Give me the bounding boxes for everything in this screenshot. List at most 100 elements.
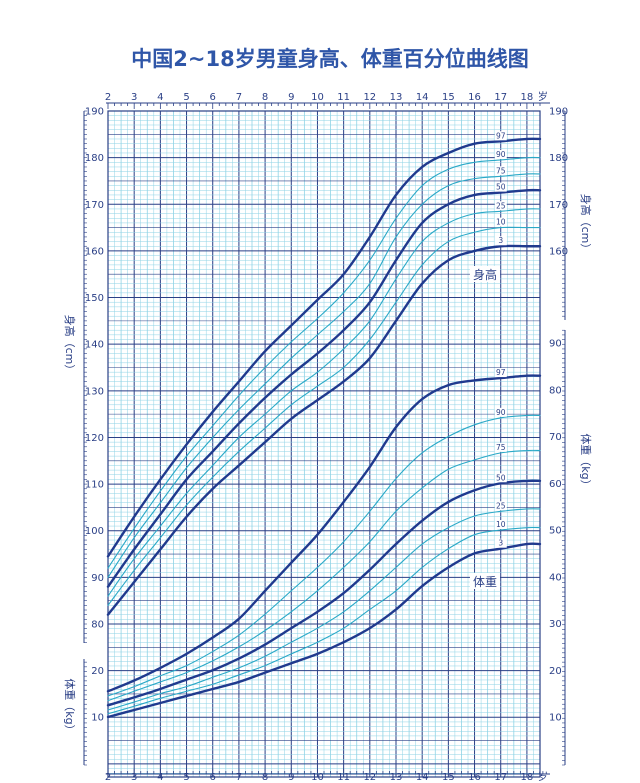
age-tick-label: 3	[131, 92, 137, 103]
age-tick-label: 17	[494, 92, 507, 103]
weight-right-tick-label: 50	[549, 526, 562, 537]
weight-axis-title-right: 体重（kg）	[579, 433, 593, 490]
age-unit-label: 岁	[538, 90, 548, 103]
age-tick-label: 5	[183, 772, 189, 783]
age-tick-label: 9	[288, 92, 294, 103]
height-curve-label: 身高	[473, 267, 497, 282]
height-tick-label: 160	[85, 246, 104, 257]
weight-right-tick-label: 30	[549, 619, 562, 630]
weight-pct-label-bg	[494, 538, 507, 548]
weight-curve-p25	[107, 508, 541, 711]
age-tick-label: 9	[288, 772, 294, 783]
height-pct-label-bg	[494, 236, 507, 246]
height-curve-p75	[107, 173, 541, 578]
age-tick-label: 8	[262, 92, 268, 103]
weight-pct-label-bg	[494, 501, 507, 511]
weight-curve-p75	[107, 449, 541, 702]
age-unit-label: 岁	[538, 770, 548, 783]
height-pct-label-75: 75	[496, 166, 506, 175]
age-tick-label: 7	[236, 92, 242, 103]
age-tick-label: 11	[337, 772, 350, 783]
weight-pct-label-bg	[494, 368, 507, 378]
age-tick-label: 13	[390, 772, 403, 783]
height-tick-label: 100	[85, 526, 104, 537]
height-pct-label-10: 10	[496, 218, 506, 227]
height-axis-title-right: 身高（cm）	[579, 194, 593, 255]
height-tick-label: 130	[85, 386, 104, 397]
height-axis-title-left: 身高（cm）	[63, 315, 77, 376]
weight-right-tick-label: 70	[549, 432, 562, 443]
height-tick-label: 190	[85, 107, 104, 118]
age-tick-label: 11	[337, 92, 350, 103]
weight-right-tick-label: 20	[549, 666, 562, 677]
height-right-tick-label: 190	[549, 107, 568, 118]
weight-curve-p97	[106, 374, 542, 693]
height-tick-label: 90	[91, 573, 104, 584]
height-pct-label-bg	[494, 182, 507, 192]
weight-right-tick-label: 60	[549, 479, 562, 490]
age-tick-label: 10	[311, 772, 324, 783]
age-tick-label: 3	[131, 772, 137, 783]
height-curve-p97	[106, 137, 542, 558]
age-tick-label: 6	[210, 92, 216, 103]
weight-pct-label-10: 10	[496, 520, 506, 529]
weight-pct-label-90: 90	[496, 408, 506, 417]
height-curve-p50	[106, 188, 542, 588]
height-pct-label-bg	[494, 149, 507, 159]
height-tick-label: 80	[91, 620, 104, 631]
age-tick-label: 4	[157, 772, 163, 783]
weight-curve-label: 体重	[473, 575, 497, 589]
height-pct-label-3: 3	[498, 236, 503, 245]
age-tick-label: 12	[363, 92, 376, 103]
height-curve-p10	[107, 226, 541, 606]
height-pct-label-bg	[494, 166, 507, 176]
age-tick-label: 18	[521, 772, 534, 783]
age-tick-label: 12	[363, 772, 376, 783]
age-tick-label: 14	[416, 92, 429, 103]
age-tick-label: 6	[210, 772, 216, 783]
age-tick-label: 18	[521, 92, 534, 103]
weight-pct-label-50: 50	[496, 473, 506, 482]
height-pct-label-50: 50	[496, 183, 506, 192]
age-tick-label: 14	[416, 772, 429, 783]
weight-curve-p90	[107, 414, 541, 697]
chart-title: 中国2~18岁男童身高、体重百分位曲线图	[131, 47, 528, 71]
age-tick-label: 8	[262, 772, 268, 783]
plot-frame	[107, 110, 541, 778]
height-tick-label: 110	[85, 480, 104, 491]
weight-tick-label: 10	[91, 713, 104, 724]
weight-curve-p50	[106, 479, 542, 707]
age-tick-label: 16	[468, 92, 481, 103]
weight-right-tick-label: 40	[549, 572, 562, 583]
height-right-tick-label: 170	[549, 200, 568, 211]
axis-ticks: 2 3 4 5 6 7 8 9 10 11 12 13 14 15 16 17 18 岁 2 3 4 5 6 7 8 9 10 11 1…	[63, 90, 593, 783]
height-right-tick-label: 180	[549, 153, 568, 164]
height-tick-label: 140	[85, 340, 104, 351]
percentile-curves	[106, 137, 542, 719]
age-tick-label: 16	[468, 772, 481, 783]
age-tick-label: 15	[442, 92, 455, 103]
weight-pct-label-25: 25	[496, 501, 506, 510]
weight-curve-label-bg	[470, 573, 500, 589]
height-tick-label: 120	[85, 433, 104, 444]
weight-axis-title-left: 体重（kg）	[63, 678, 77, 735]
height-pct-label-97: 97	[496, 131, 506, 140]
weight-pct-label-3: 3	[498, 539, 503, 548]
age-tick-label: 15	[442, 772, 455, 783]
height-curve-p25	[107, 208, 541, 597]
weight-tick-label: 20	[91, 666, 104, 677]
height-tick-label: 170	[85, 200, 104, 211]
weight-pct-label-bg	[494, 442, 507, 452]
height-pct-label-bg	[494, 131, 507, 141]
height-curve-p90	[107, 156, 541, 569]
age-tick-label: 4	[157, 92, 163, 103]
weight-right-tick-label: 10	[549, 713, 562, 724]
age-tick-label: 17	[494, 772, 507, 783]
height-pct-label-25: 25	[496, 201, 506, 210]
weight-pct-label-bg	[494, 520, 507, 529]
weight-curve-p10	[107, 526, 541, 715]
weight-curve-p3	[106, 542, 542, 719]
weight-pct-label-75: 75	[496, 443, 506, 452]
